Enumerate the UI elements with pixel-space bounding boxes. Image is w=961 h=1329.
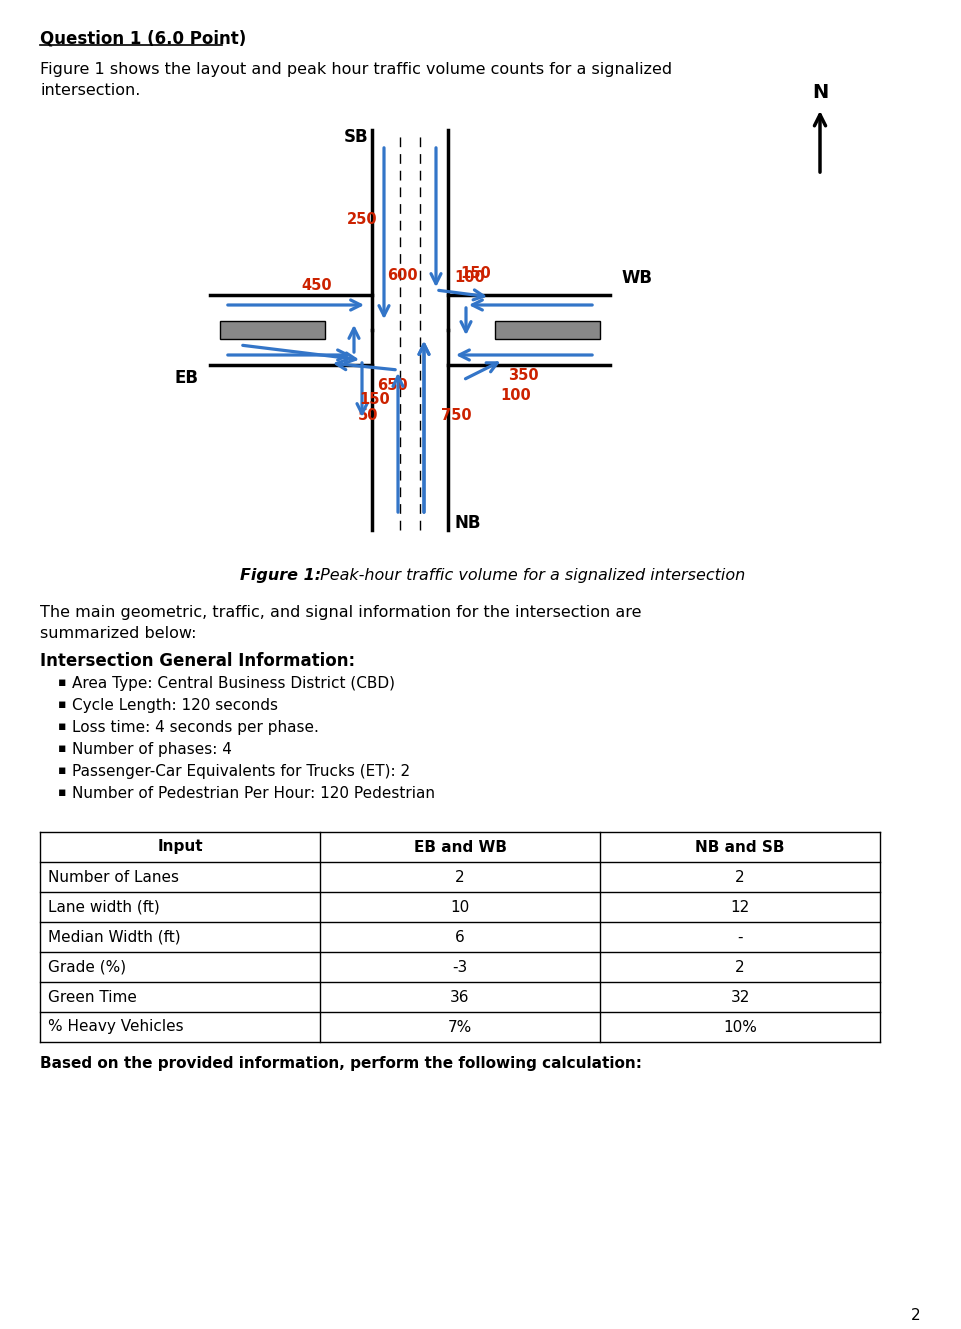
Text: Question 1 (6.0 Point): Question 1 (6.0 Point)	[40, 31, 246, 48]
Text: 32: 32	[730, 990, 750, 1005]
Text: ▪: ▪	[58, 676, 66, 688]
Text: 600: 600	[386, 267, 417, 283]
Text: Lane width (ft): Lane width (ft)	[48, 900, 160, 914]
Text: WB: WB	[622, 268, 653, 287]
Text: 50: 50	[357, 408, 379, 423]
Text: EB: EB	[174, 369, 198, 387]
Text: Figure 1 shows the layout and peak hour traffic volume counts for a signalized
i: Figure 1 shows the layout and peak hour …	[40, 62, 672, 98]
Text: Median Width (ft): Median Width (ft)	[48, 929, 181, 945]
Text: Figure 1:: Figure 1:	[240, 567, 321, 583]
Text: EB and WB: EB and WB	[413, 840, 506, 855]
Text: 250: 250	[347, 213, 378, 227]
Text: Passenger-Car Equivalents for Trucks (ET): 2: Passenger-Car Equivalents for Trucks (ET…	[72, 764, 410, 779]
Text: ▪: ▪	[58, 764, 66, 777]
Text: Based on the provided information, perform the following calculation:: Based on the provided information, perfo…	[40, 1057, 642, 1071]
Text: Number of phases: 4: Number of phases: 4	[72, 742, 232, 758]
Text: 150: 150	[460, 266, 491, 280]
Text: 12: 12	[730, 900, 750, 914]
Text: -3: -3	[453, 960, 468, 974]
Text: N: N	[812, 82, 828, 102]
Text: NB and SB: NB and SB	[695, 840, 785, 855]
Text: 450: 450	[302, 278, 333, 292]
Text: Loss time: 4 seconds per phase.: Loss time: 4 seconds per phase.	[72, 720, 319, 735]
Text: Cycle Length: 120 seconds: Cycle Length: 120 seconds	[72, 698, 278, 712]
Text: The main geometric, traffic, and signal information for the intersection are
sum: The main geometric, traffic, and signal …	[40, 605, 642, 641]
Text: 650: 650	[377, 377, 407, 392]
Text: Number of Lanes: Number of Lanes	[48, 869, 179, 885]
Text: Intersection General Information:: Intersection General Information:	[40, 653, 356, 670]
Bar	[495, 322, 600, 339]
Text: 2: 2	[456, 869, 465, 885]
Text: Peak-hour traffic volume for a signalized intersection: Peak-hour traffic volume for a signalize…	[315, 567, 745, 583]
Text: 2: 2	[735, 960, 745, 974]
Text: Number of Pedestrian Per Hour: 120 Pedestrian: Number of Pedestrian Per Hour: 120 Pedes…	[72, 785, 435, 801]
Text: 100: 100	[501, 388, 531, 403]
Text: Grade (%): Grade (%)	[48, 960, 126, 974]
Text: 150: 150	[359, 392, 390, 408]
Text: Area Type: Central Business District (CBD): Area Type: Central Business District (CB…	[72, 676, 395, 691]
Text: SB: SB	[343, 128, 368, 146]
Text: 36: 36	[451, 990, 470, 1005]
Text: ▪: ▪	[58, 785, 66, 799]
Text: % Heavy Vehicles: % Heavy Vehicles	[48, 1019, 184, 1034]
Text: 6: 6	[456, 929, 465, 945]
Text: ▪: ▪	[58, 742, 66, 755]
Text: 100: 100	[455, 270, 485, 284]
Text: ▪: ▪	[58, 720, 66, 734]
Text: 2: 2	[735, 869, 745, 885]
Text: 350: 350	[507, 368, 538, 383]
Text: 750: 750	[441, 408, 471, 423]
Text: ▪: ▪	[58, 698, 66, 711]
Text: Input: Input	[158, 840, 203, 855]
Text: 10%: 10%	[723, 1019, 757, 1034]
Text: 7%: 7%	[448, 1019, 472, 1034]
Text: NB: NB	[454, 514, 480, 532]
Text: Green Time: Green Time	[48, 990, 136, 1005]
Text: 2: 2	[910, 1308, 920, 1322]
Text: 10: 10	[451, 900, 470, 914]
Bar	[220, 322, 325, 339]
Text: -: -	[737, 929, 743, 945]
